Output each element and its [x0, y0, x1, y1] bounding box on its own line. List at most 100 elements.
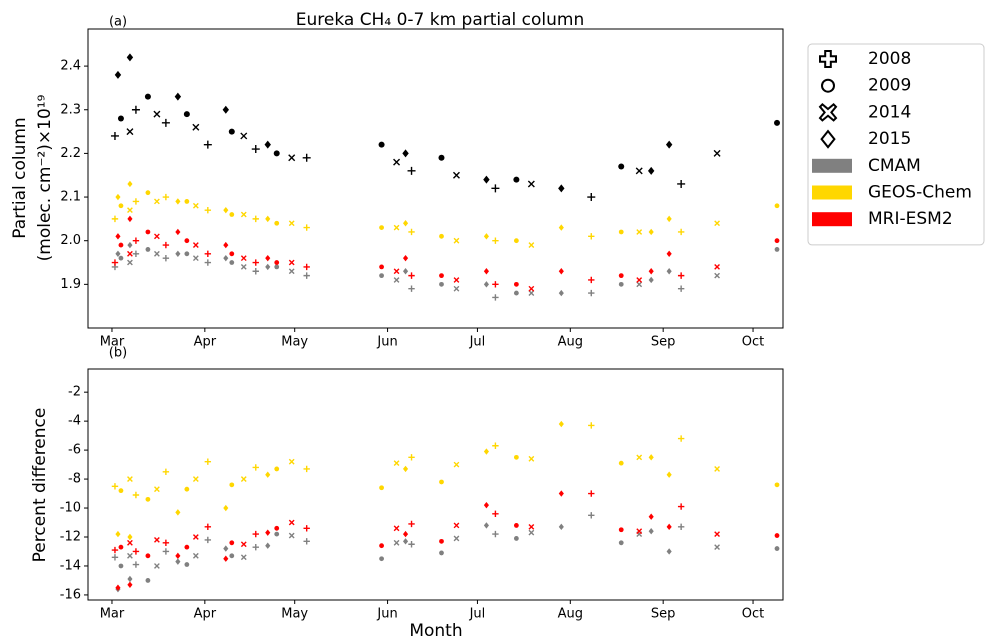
y-tick-label: -10	[60, 501, 81, 516]
marker	[274, 260, 280, 265]
x-tick-label: Aug	[558, 335, 583, 350]
marker	[513, 536, 519, 541]
marker	[115, 233, 121, 240]
marker	[132, 198, 140, 205]
marker	[513, 290, 519, 296]
marker	[229, 553, 235, 559]
marker	[528, 242, 535, 248]
marker	[713, 149, 721, 157]
marker	[666, 548, 672, 555]
marker	[438, 154, 445, 161]
marker	[648, 528, 654, 535]
marker	[714, 531, 720, 537]
marker	[127, 575, 133, 583]
marker	[379, 273, 384, 279]
marker	[483, 175, 490, 184]
marker	[175, 228, 181, 236]
marker	[379, 485, 384, 491]
marker	[648, 513, 654, 520]
marker	[453, 535, 460, 542]
marker	[378, 141, 385, 148]
marker	[408, 285, 415, 292]
marker	[118, 544, 124, 550]
marker	[175, 250, 181, 257]
marker	[223, 241, 229, 249]
marker	[528, 290, 535, 296]
marker	[558, 268, 564, 275]
marker	[453, 461, 460, 468]
x-tick-label: May	[281, 607, 308, 622]
legend-swatch	[812, 212, 852, 227]
marker	[453, 522, 460, 529]
marker	[677, 523, 685, 531]
marker	[274, 264, 280, 270]
marker	[229, 212, 235, 217]
marker	[229, 260, 235, 265]
y-tick-label: -16	[60, 587, 81, 602]
marker	[162, 468, 170, 476]
x-axis-label: Month	[409, 621, 462, 641]
marker	[118, 488, 124, 494]
marker	[303, 263, 310, 271]
marker	[666, 523, 672, 531]
marker	[774, 533, 780, 538]
marker	[513, 176, 520, 183]
legend-label: 2014	[868, 102, 911, 122]
legend-label: CMAM	[868, 156, 921, 176]
marker	[393, 460, 400, 467]
marker	[483, 281, 489, 288]
marker	[118, 203, 124, 209]
marker	[774, 482, 780, 488]
y-tick-label: 2.2	[60, 146, 81, 161]
marker	[288, 458, 295, 465]
marker	[126, 128, 134, 136]
marker	[648, 228, 654, 236]
y-axis-label: Partial column	[10, 117, 30, 238]
marker	[303, 224, 310, 231]
x-tick-label: Apr	[194, 607, 217, 622]
marker	[558, 523, 564, 531]
marker	[223, 555, 229, 562]
legend-marker	[820, 129, 836, 149]
marker	[240, 263, 247, 270]
legend-label: MRI-ESM2	[868, 209, 953, 229]
marker	[439, 233, 444, 239]
marker	[635, 167, 643, 175]
marker	[192, 255, 199, 262]
y-tick-label: -6	[68, 443, 81, 458]
marker	[647, 166, 655, 175]
marker	[558, 420, 564, 428]
x-tick-label: Jul	[469, 607, 486, 622]
marker	[145, 578, 151, 583]
marker	[204, 458, 212, 465]
marker	[274, 531, 280, 537]
marker	[393, 277, 400, 283]
marker	[492, 237, 499, 244]
marker	[588, 233, 595, 240]
marker	[162, 254, 170, 262]
marker	[192, 202, 199, 209]
marker	[288, 519, 295, 526]
marker	[127, 180, 133, 188]
marker	[111, 215, 119, 223]
marker	[192, 534, 199, 540]
marker	[439, 538, 444, 544]
marker	[288, 268, 295, 275]
marker	[483, 268, 489, 275]
marker	[393, 268, 400, 275]
marker	[127, 581, 133, 588]
marker	[618, 273, 624, 279]
marker	[492, 294, 499, 301]
marker	[408, 228, 415, 236]
marker	[379, 264, 384, 270]
marker	[184, 199, 190, 204]
marker	[111, 483, 119, 490]
marker	[127, 215, 133, 223]
marker	[111, 259, 119, 266]
marker	[491, 184, 500, 193]
x-tick-label: May	[281, 335, 308, 350]
y-tick-label: 1.9	[60, 277, 81, 292]
marker	[273, 150, 280, 157]
marker	[527, 180, 535, 188]
